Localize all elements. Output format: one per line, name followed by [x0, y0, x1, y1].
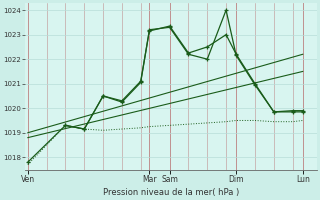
X-axis label: Pression niveau de la mer( hPa ): Pression niveau de la mer( hPa ) — [103, 188, 239, 197]
